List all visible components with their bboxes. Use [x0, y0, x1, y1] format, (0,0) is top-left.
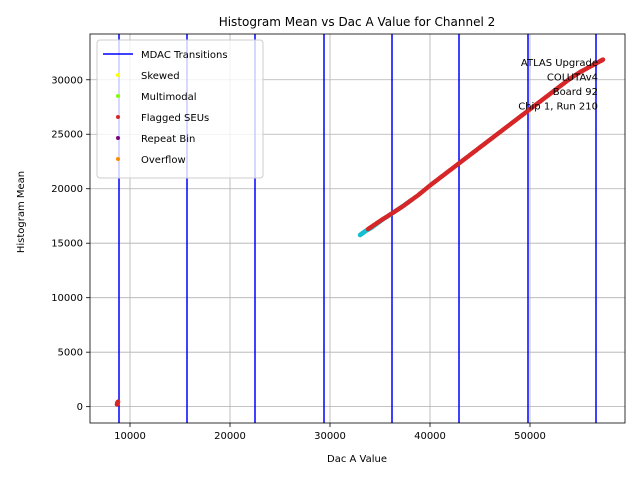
chip-annotation: ATLAS Upgrade COLUTAv4 Board 92 Chip 1, Run…: [518, 58, 598, 113]
legend-dot-swatch: [116, 115, 120, 119]
y-tick-label: 15000: [51, 239, 83, 250]
legend-dot-swatch: [116, 157, 120, 161]
y-tick-label: 0: [77, 402, 83, 413]
legend-label: Repeat Bin: [141, 134, 195, 145]
legend-label: Flagged SEUs: [141, 113, 209, 124]
legend-label: Multimodal: [141, 92, 197, 103]
legend-label: MDAC Transitions: [141, 50, 228, 61]
y-axis-label: Histogram Mean: [16, 171, 27, 253]
y-axis: 0 5000 10000 15000 20000 25000 30000: [51, 75, 90, 413]
legend-label: Overflow: [141, 155, 186, 166]
x-axis-label: Dac A Value: [327, 454, 387, 465]
x-tick-label: 40000: [414, 431, 446, 442]
x-tick-label: 10000: [114, 431, 146, 442]
legend-dot-swatch: [116, 94, 120, 98]
annotation-line: Chip 1, Run 210: [518, 102, 598, 113]
annotation-line: COLUTAv4: [547, 73, 598, 84]
data-point: [600, 57, 606, 62]
y-tick-label: 10000: [51, 293, 83, 304]
legend-dot-swatch: [116, 136, 120, 140]
y-tick-label: 25000: [51, 130, 83, 141]
annotation-line: Board 92: [553, 87, 598, 98]
y-tick-label: 5000: [58, 348, 83, 359]
legend-dot-swatch: [116, 73, 120, 77]
x-tick-label: 50000: [514, 431, 546, 442]
data-points: [114, 57, 606, 407]
chart-title: Histogram Mean vs Dac A Value for Channe…: [219, 15, 496, 29]
x-axis: 10000 20000 30000 40000 50000: [114, 423, 546, 442]
y-tick-label: 20000: [51, 184, 83, 195]
annotation-line: ATLAS Upgrade: [521, 58, 598, 69]
legend-box: [96, 39, 264, 179]
x-tick-label: 20000: [214, 431, 246, 442]
data-point: [115, 399, 121, 404]
legend: MDAC Transitions Skewed Multimodal Flagged …: [96, 39, 264, 179]
y-tick-label: 30000: [51, 75, 83, 86]
legend-label: Skewed: [141, 71, 180, 82]
x-tick-label: 30000: [314, 431, 346, 442]
plot-area-frame: [89, 33, 626, 424]
